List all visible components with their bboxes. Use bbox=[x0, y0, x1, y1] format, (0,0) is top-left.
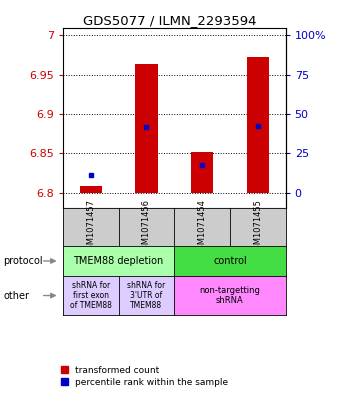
Bar bbox=[135, 64, 157, 193]
Text: protocol: protocol bbox=[3, 256, 43, 266]
Bar bbox=[246, 57, 269, 193]
Text: shRNA for
first exon
of TMEM88: shRNA for first exon of TMEM88 bbox=[70, 281, 112, 310]
Text: shRNA for
3'UTR of
TMEM88: shRNA for 3'UTR of TMEM88 bbox=[127, 281, 166, 310]
Text: non-targetting
shRNA: non-targetting shRNA bbox=[200, 286, 260, 305]
Text: GSM1071456: GSM1071456 bbox=[142, 199, 151, 255]
Text: GSM1071454: GSM1071454 bbox=[198, 199, 207, 255]
Bar bbox=[80, 186, 102, 193]
Legend: transformed count, percentile rank within the sample: transformed count, percentile rank withi… bbox=[61, 366, 228, 387]
Text: TMEM88 depletion: TMEM88 depletion bbox=[73, 256, 164, 266]
Bar bbox=[191, 152, 213, 193]
Text: GDS5077 / ILMN_2293594: GDS5077 / ILMN_2293594 bbox=[83, 14, 257, 27]
Text: control: control bbox=[213, 256, 247, 266]
Text: other: other bbox=[3, 290, 29, 301]
Text: GSM1071455: GSM1071455 bbox=[253, 199, 262, 255]
Text: GSM1071457: GSM1071457 bbox=[86, 199, 95, 255]
